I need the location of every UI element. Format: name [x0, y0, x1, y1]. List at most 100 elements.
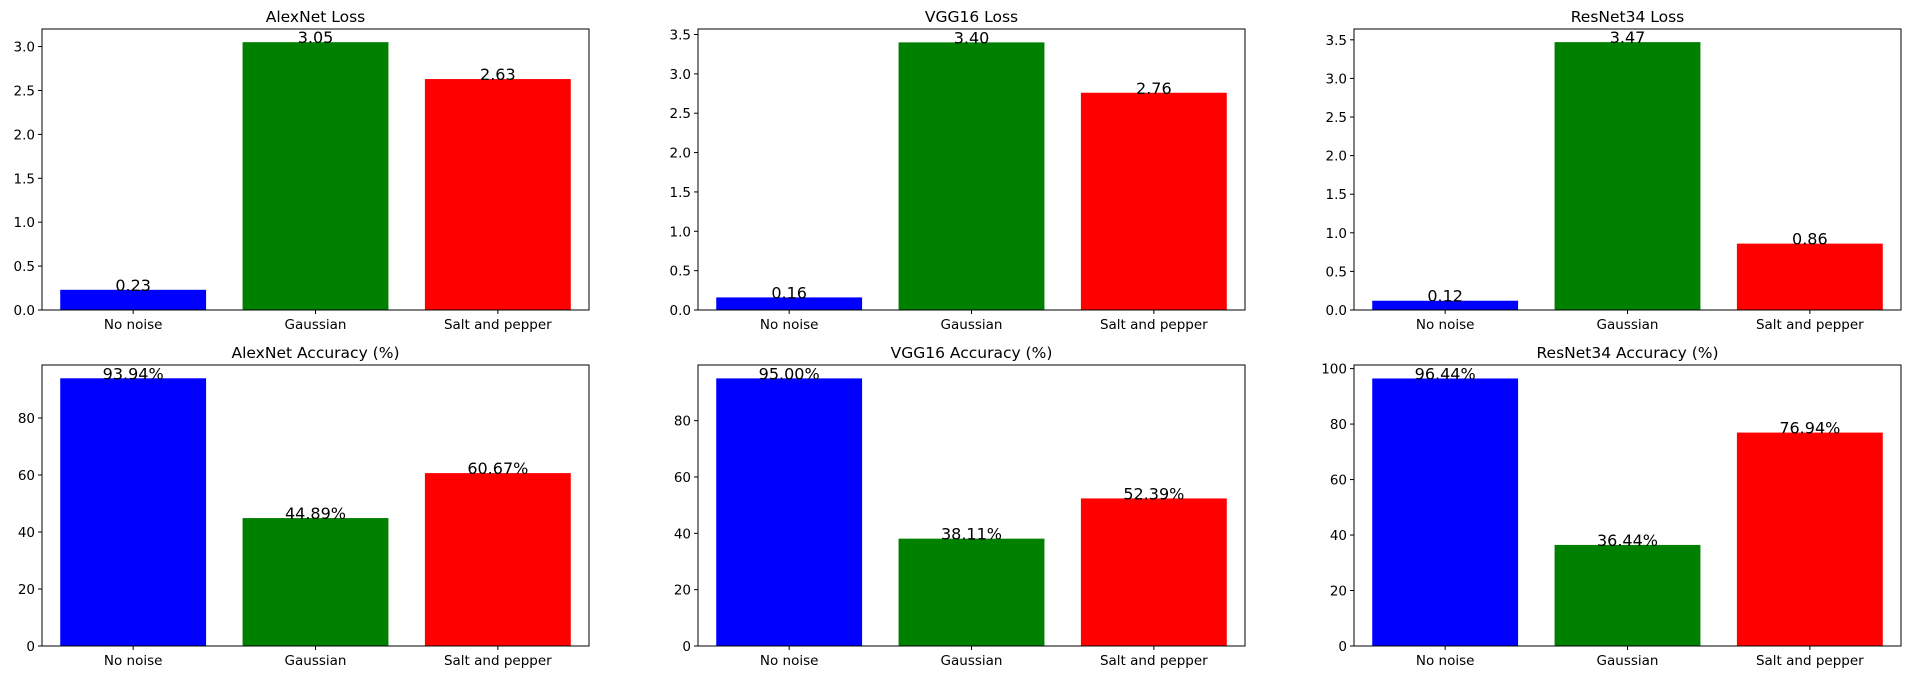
- y-tick-label: 80: [674, 414, 691, 430]
- x-tick-label: Salt and pepper: [1756, 317, 1864, 333]
- chart-panel-2: ResNet34 Loss 0.12 No noise 3.47 Gaussian 0.8…: [1326, 8, 1902, 333]
- bar-gaussian: [242, 42, 389, 310]
- y-tick-label: 0: [26, 639, 35, 655]
- chart-title: AlexNet Loss: [266, 8, 365, 26]
- x-tick-label: No noise: [760, 317, 819, 333]
- plot-frame: [1353, 364, 1902, 647]
- bar-value-label: 2.76: [1136, 79, 1172, 98]
- bar-no-noise: [716, 297, 863, 310]
- bar-value-label: 2.63: [480, 65, 516, 84]
- y-tick-label: 80: [18, 411, 35, 427]
- bar-salt-and-pepper: [424, 473, 571, 646]
- bar-value-label: 3.40: [954, 28, 990, 47]
- bar-value-label: 76.94%: [1779, 419, 1840, 438]
- y-tick-label: 0: [1338, 639, 1347, 655]
- y-tick-label: 60: [674, 470, 691, 486]
- bar-value-label: 96.44%: [1415, 364, 1476, 383]
- bar-salt-and-pepper: [1736, 243, 1883, 310]
- chart-panel-4: VGG16 Accuracy (%) 95.00% No noise 38.11% Ga…: [674, 344, 1246, 669]
- bar-value-label: 36.44%: [1597, 531, 1658, 550]
- bar-value-label: 3.47: [1610, 28, 1646, 47]
- y-tick-label: 1.0: [670, 224, 691, 240]
- x-tick-label: Salt and pepper: [444, 653, 552, 669]
- y-tick-label: 2.5: [1326, 110, 1347, 126]
- plot-frame: [697, 28, 1246, 311]
- y-tick-label: 40: [1330, 528, 1347, 544]
- y-tick-label: 20: [1330, 584, 1347, 600]
- x-tick-label: Salt and pepper: [1756, 653, 1864, 669]
- y-tick-label: 1.0: [1326, 226, 1347, 242]
- bar-gaussian: [898, 42, 1045, 310]
- x-tick-label: Salt and pepper: [444, 317, 552, 333]
- y-tick-label: 1.5: [1326, 187, 1347, 203]
- bar-salt-and-pepper: [424, 79, 571, 310]
- bar-salt-and-pepper: [1080, 498, 1227, 646]
- y-tick-label: 80: [1330, 417, 1347, 433]
- y-tick-label: 2.0: [670, 146, 691, 162]
- bar-value-label: 44.89%: [285, 504, 346, 523]
- y-tick-label: 0.5: [1326, 264, 1347, 280]
- y-tick-label: 1.0: [14, 215, 35, 231]
- y-tick-label: 20: [674, 583, 691, 599]
- bar-no-noise: [1372, 378, 1519, 646]
- y-tick-label: 2.0: [14, 127, 35, 143]
- y-tick-label: 40: [18, 525, 35, 541]
- bar-gaussian: [898, 538, 1045, 646]
- x-tick-label: No noise: [1416, 653, 1475, 669]
- x-tick-label: Gaussian: [1597, 317, 1659, 333]
- y-tick-label: 3.5: [670, 28, 691, 44]
- y-tick-label: 2.0: [1326, 149, 1347, 165]
- x-tick-label: No noise: [760, 653, 819, 669]
- plot-frame: [41, 28, 590, 311]
- bar-gaussian: [242, 518, 389, 646]
- y-tick-label: 3.0: [670, 67, 691, 83]
- bar-value-label: 0.86: [1792, 230, 1828, 249]
- bar-value-label: 95.00%: [759, 364, 820, 383]
- bar-value-label: 52.39%: [1123, 484, 1184, 503]
- plot-frame: [41, 364, 590, 647]
- chart-title: VGG16 Accuracy (%): [891, 344, 1053, 362]
- bar-no-noise: [716, 378, 863, 646]
- y-tick-label: 0: [682, 639, 691, 655]
- y-tick-label: 0.0: [1326, 303, 1347, 319]
- y-tick-label: 60: [1330, 473, 1347, 489]
- bar-value-label: 3.05: [298, 28, 334, 47]
- y-tick-label: 100: [1321, 362, 1347, 378]
- chart-panel-3: AlexNet Accuracy (%) 93.94% No noise 44.89%…: [18, 344, 590, 669]
- bar-salt-and-pepper: [1080, 92, 1227, 310]
- bar-value-label: 38.11%: [941, 525, 1002, 544]
- chart-panel-0: AlexNet Loss 0.23 No noise 3.05 Gaussian 2.63…: [14, 8, 590, 333]
- bar-value-label: 60.67%: [467, 459, 528, 478]
- chart-title: ResNet34 Accuracy (%): [1536, 344, 1718, 362]
- y-tick-label: 40: [674, 526, 691, 542]
- plot-frame: [697, 364, 1246, 647]
- x-tick-label: No noise: [104, 653, 163, 669]
- x-tick-label: Gaussian: [941, 653, 1003, 669]
- bar-gaussian: [1554, 42, 1701, 310]
- x-tick-label: No noise: [1416, 317, 1475, 333]
- y-tick-label: 3.0: [14, 40, 35, 56]
- y-tick-label: 0.0: [14, 303, 35, 319]
- y-tick-label: 0.5: [670, 264, 691, 280]
- y-tick-label: 2.5: [670, 106, 691, 122]
- bar-value-label: 0.16: [771, 283, 807, 302]
- plot-frame: [1353, 28, 1902, 311]
- chart-panel-5: ResNet34 Accuracy (%) 96.44% No noise 36.44…: [1321, 344, 1902, 669]
- y-tick-label: 2.5: [14, 83, 35, 99]
- chart-title: ResNet34 Loss: [1571, 8, 1685, 26]
- x-tick-label: Salt and pepper: [1100, 317, 1208, 333]
- chart-title: AlexNet Accuracy (%): [232, 344, 400, 362]
- y-tick-label: 1.5: [670, 185, 691, 201]
- chart-panel-1: VGG16 Loss 0.16 No noise 3.40 Gaussian 2.76 Sa…: [670, 8, 1246, 333]
- y-tick-label: 0.0: [670, 303, 691, 319]
- y-tick-label: 3.0: [1326, 71, 1347, 87]
- bar-salt-and-pepper: [1736, 432, 1883, 646]
- y-tick-label: 0.5: [14, 259, 35, 275]
- bar-no-noise: [1372, 300, 1519, 310]
- x-tick-label: Gaussian: [285, 653, 347, 669]
- x-tick-label: Gaussian: [941, 317, 1003, 333]
- bar-value-label: 0.23: [115, 276, 151, 295]
- y-tick-label: 1.5: [14, 171, 35, 187]
- y-tick-label: 3.5: [1326, 33, 1347, 49]
